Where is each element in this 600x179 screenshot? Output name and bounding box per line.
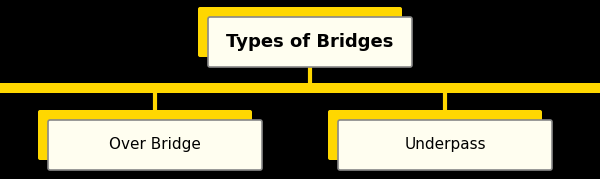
FancyBboxPatch shape (338, 120, 552, 170)
Text: Types of Bridges: Types of Bridges (226, 33, 394, 51)
FancyBboxPatch shape (38, 110, 252, 160)
FancyBboxPatch shape (208, 17, 412, 67)
FancyBboxPatch shape (328, 110, 542, 160)
FancyBboxPatch shape (48, 120, 262, 170)
FancyBboxPatch shape (0, 83, 600, 93)
Text: Underpass: Underpass (404, 137, 486, 153)
Text: Over Bridge: Over Bridge (109, 137, 201, 153)
FancyBboxPatch shape (198, 7, 402, 57)
